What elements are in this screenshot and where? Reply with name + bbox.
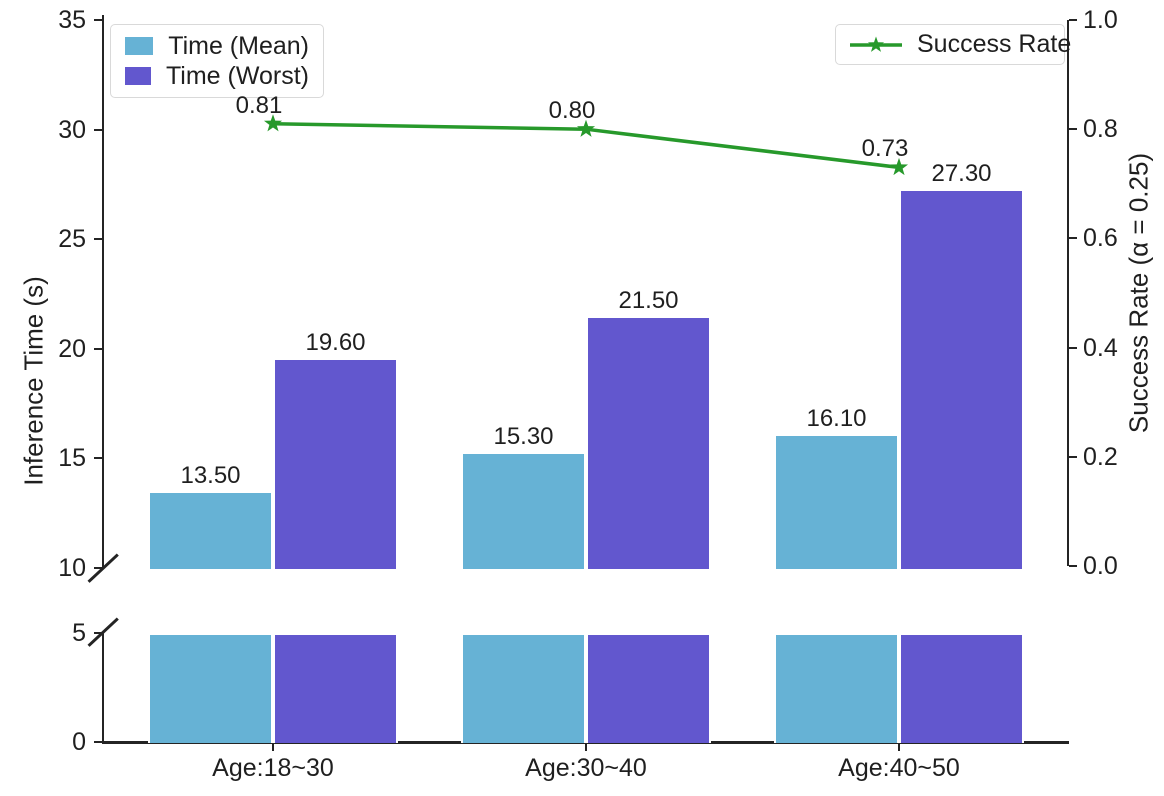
left-spine-lower-panel bbox=[101, 633, 104, 743]
right-axis-tick bbox=[1069, 455, 1077, 458]
left-axis-tick bbox=[94, 567, 102, 569]
right-axis-tick-label: 0.0 bbox=[1083, 552, 1118, 580]
x-axis-tick bbox=[585, 743, 587, 751]
legend-label-time-mean: Time (Mean) bbox=[168, 31, 309, 60]
right-axis-tick bbox=[1069, 128, 1077, 131]
right-axis-tick-label: 1.0 bbox=[1083, 6, 1118, 34]
x-axis-category-label: Age:18~30 bbox=[212, 754, 334, 782]
right-axis-tick bbox=[1069, 19, 1077, 21]
left-axis-tick-label: 35 bbox=[58, 6, 86, 34]
success-rate-value-label: 0.73 bbox=[861, 135, 909, 163]
bar-time-mean-lower bbox=[774, 633, 899, 743]
legend-item-time-worst: Time (Worst) bbox=[125, 61, 309, 91]
x-axis-tick bbox=[272, 743, 274, 751]
bar-value-label: 19.60 bbox=[305, 328, 366, 356]
bar-value-label: 13.50 bbox=[180, 462, 241, 490]
right-axis-tick bbox=[1069, 237, 1077, 240]
left-axis-tick-label: 25 bbox=[58, 225, 86, 254]
bar-time-worst bbox=[899, 188, 1024, 569]
bar-time-mean bbox=[774, 434, 899, 569]
left-axis-tick-label: 0 bbox=[72, 728, 86, 756]
bar-time-worst-lower bbox=[586, 633, 711, 743]
right-axis-title: Success Rate (α = 0.25) bbox=[1123, 152, 1154, 434]
time-mean-swatch bbox=[125, 37, 154, 55]
right-axis-tick-label: 0.8 bbox=[1083, 115, 1118, 144]
x-axis-category-label: Age:40~50 bbox=[838, 754, 960, 782]
bar-value-label: 15.30 bbox=[493, 422, 554, 450]
right-axis-tick bbox=[1069, 565, 1077, 567]
bar-time-worst bbox=[586, 315, 711, 569]
left-axis-tick bbox=[94, 457, 102, 460]
bar-value-label: 16.10 bbox=[806, 405, 867, 433]
bar-value-label: 27.30 bbox=[931, 159, 992, 187]
right-axis-tick-label: 0.6 bbox=[1083, 224, 1118, 253]
right-axis-tick bbox=[1069, 346, 1077, 349]
success-rate-line bbox=[272, 121, 900, 170]
success-rate-value-label: 0.81 bbox=[235, 91, 283, 119]
left-axis-tick-label: 20 bbox=[58, 334, 86, 363]
x-axis-category-label: Age:30~40 bbox=[525, 754, 647, 782]
left-axis-tick bbox=[94, 741, 102, 743]
line-star-marker-icon bbox=[850, 35, 902, 55]
bar-time-mean-lower bbox=[461, 633, 586, 743]
x-axis-tick bbox=[898, 743, 900, 751]
right-axis-tick-label: 0.4 bbox=[1083, 333, 1118, 362]
bar-time-mean bbox=[148, 491, 273, 569]
right-axis-tick-label: 0.2 bbox=[1083, 442, 1118, 471]
legend-item-success-rate: Success Rate bbox=[850, 30, 1071, 59]
bar-value-label: 21.50 bbox=[618, 286, 679, 314]
right-spine-success-axis bbox=[1066, 20, 1069, 566]
left-spine-upper-panel bbox=[101, 15, 104, 569]
bar-time-mean-lower bbox=[148, 633, 273, 743]
legend-label-time-worst: Time (Worst) bbox=[165, 61, 309, 90]
legend-item-time-mean: Time (Mean) bbox=[125, 31, 309, 61]
bar-time-mean bbox=[461, 451, 586, 569]
left-axis-tick bbox=[94, 347, 102, 350]
legend-success-rate: Success Rate bbox=[835, 24, 1071, 65]
left-axis-tick bbox=[94, 128, 102, 131]
left-axis-tick-label: 10 bbox=[58, 554, 86, 582]
bar-time-worst-lower bbox=[273, 633, 398, 743]
left-axis-tick bbox=[94, 632, 102, 634]
left-axis-tick-label: 15 bbox=[58, 444, 86, 473]
left-axis-tick bbox=[94, 238, 102, 241]
legend-label-success-rate: Success Rate bbox=[917, 30, 1072, 58]
left-axis-tick-label: 5 bbox=[72, 619, 86, 647]
left-axis-tick bbox=[94, 19, 102, 21]
legend-bars: Time (Mean) Time (Worst) bbox=[110, 24, 324, 98]
left-axis-tick-label: 30 bbox=[58, 115, 86, 144]
time-worst-swatch bbox=[125, 67, 151, 85]
success-rate-value-label: 0.80 bbox=[548, 97, 596, 125]
bar-time-worst-lower bbox=[899, 633, 1024, 743]
bar-time-worst bbox=[273, 357, 398, 569]
